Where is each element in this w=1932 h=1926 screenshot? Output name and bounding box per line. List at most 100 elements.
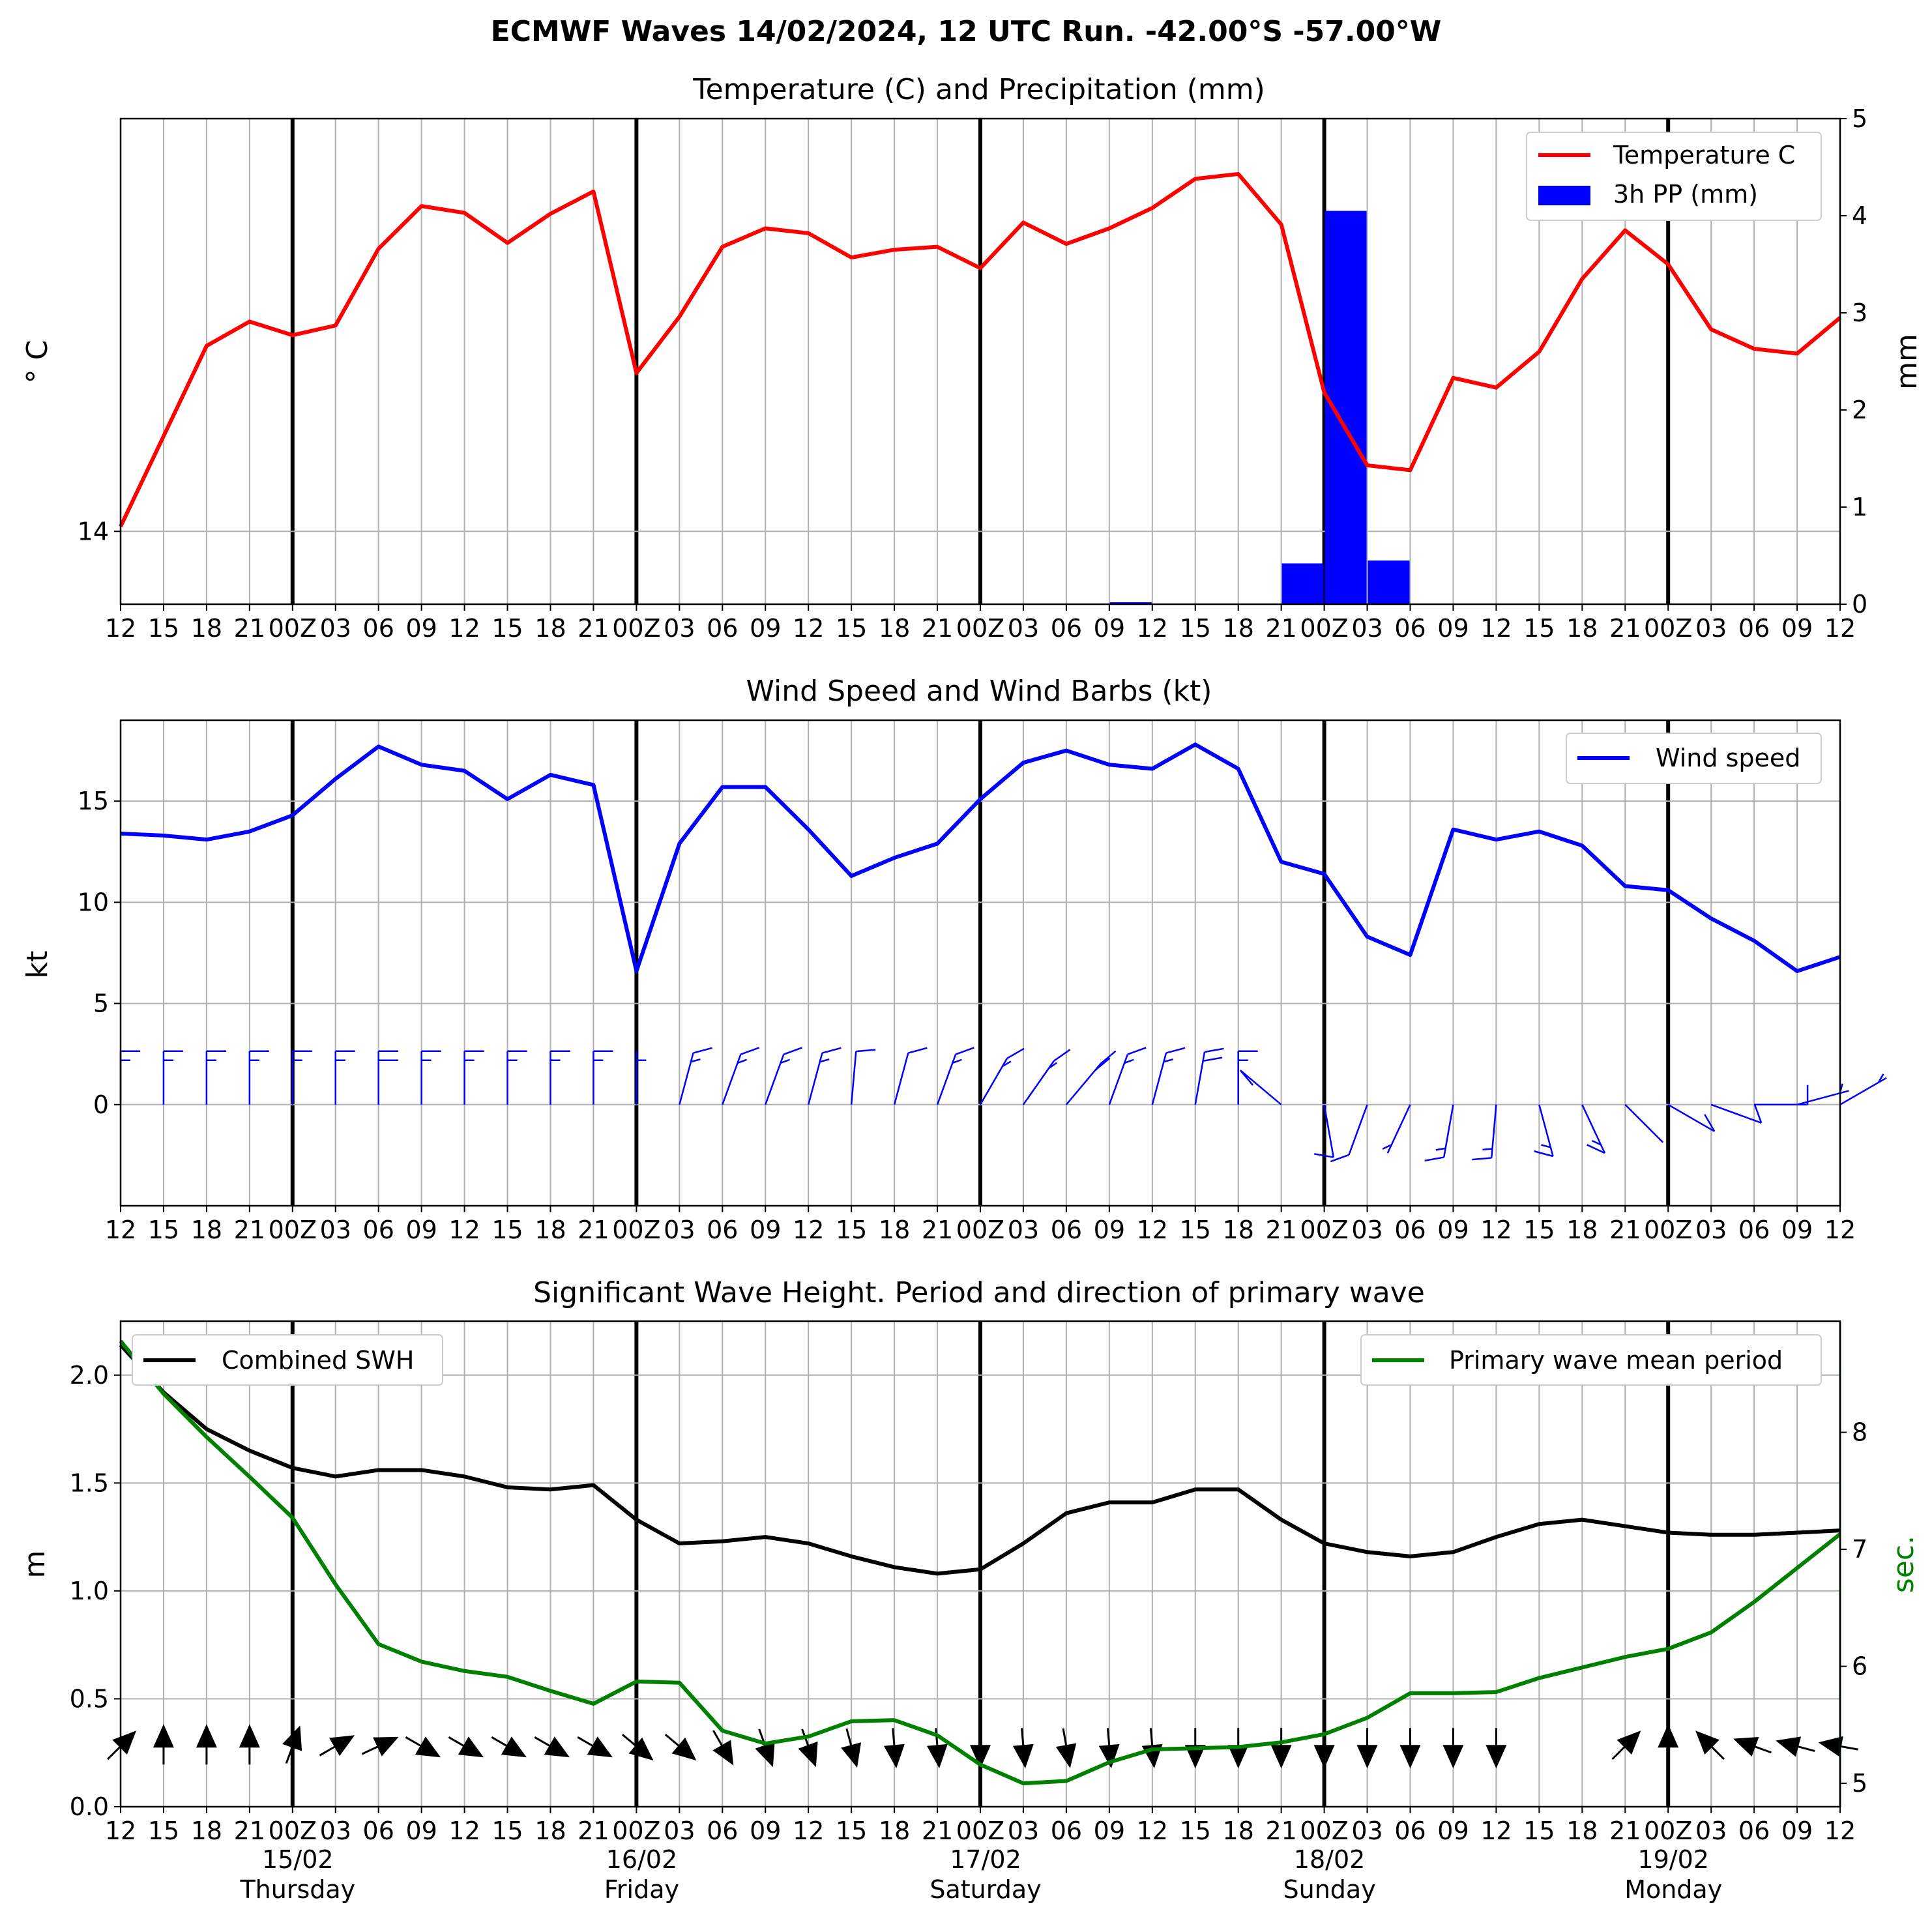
x-tick-label: 15 — [148, 614, 179, 643]
y-tick-label: 0.5 — [70, 1684, 109, 1713]
arrow-head — [587, 1736, 613, 1758]
wind-barb — [850, 1049, 876, 1105]
wave-direction-arrow — [1356, 1728, 1378, 1769]
wave-direction-arrow — [1733, 1736, 1772, 1757]
x-tick-label: 03 — [1695, 1216, 1727, 1244]
y-tick-label: 2.0 — [70, 1361, 109, 1390]
arrow-head — [1227, 1745, 1249, 1769]
arrow-head — [671, 1737, 697, 1761]
period-y-axis-label: sec. — [1887, 1536, 1920, 1593]
x-tick-label: 18 — [879, 1216, 910, 1244]
wave-direction-arrow — [1695, 1730, 1725, 1760]
wave-direction-arrow — [1098, 1728, 1120, 1769]
x-tick-label: 09 — [750, 1216, 781, 1244]
wind-barb — [679, 1047, 712, 1105]
x-tick-label: 09 — [405, 1817, 437, 1845]
x-tick-label: 03 — [1008, 1216, 1039, 1244]
wave-direction-arrow — [841, 1728, 862, 1768]
y-tick-label: 0.0 — [70, 1792, 109, 1821]
arrow-head — [1818, 1736, 1843, 1757]
x-tick-label: 06 — [1394, 1216, 1426, 1244]
date-label: 18/02 — [1294, 1845, 1366, 1874]
wave-direction-arrow — [282, 1725, 302, 1764]
wind-barb — [1667, 1103, 1716, 1132]
weekday-label: Thursday — [239, 1875, 355, 1904]
arrow-head — [926, 1744, 948, 1769]
x-tick-label: 15 — [836, 614, 867, 643]
x-tick-label: 00Z — [269, 1817, 317, 1845]
wave-direction-arrow — [621, 1734, 654, 1761]
wave-direction-arrow — [712, 1730, 734, 1766]
wave-direction-arrow — [1055, 1728, 1077, 1768]
wind-barb — [291, 1050, 312, 1105]
arrow-head — [628, 1737, 654, 1761]
wave-direction-arrow — [405, 1736, 441, 1758]
x-tick-label: 09 — [405, 614, 437, 643]
x-tick-label: 18 — [534, 1817, 566, 1845]
x-tick-label: 06 — [363, 1216, 394, 1244]
wind-panel-title: Wind Speed and Wind Barbs (kt) — [746, 675, 1212, 708]
wave-direction-arrow — [196, 1724, 217, 1765]
x-tick-label: 18 — [879, 1817, 910, 1845]
arrow-head — [798, 1741, 818, 1768]
x-tick-label: 00Z — [956, 1817, 1004, 1845]
arrow-head — [1399, 1745, 1421, 1769]
x-tick-label: 12 — [793, 1216, 824, 1244]
arrow-head — [1184, 1745, 1206, 1769]
x-tick-label: 06 — [1738, 614, 1770, 643]
x-tick-label: 06 — [1394, 614, 1426, 643]
x-tick-label: 12 — [1137, 1216, 1168, 1244]
x-tick-label: 03 — [1351, 1216, 1383, 1244]
legend-primary-wave-period: Primary wave mean period — [1449, 1346, 1783, 1375]
y-tick-label: 14 — [78, 517, 109, 546]
arrow-head — [544, 1736, 570, 1758]
x-tick-label: 09 — [1437, 1216, 1469, 1244]
x-tick-label: 15 — [1523, 614, 1555, 643]
x-tick-label: 06 — [1051, 1216, 1082, 1244]
x-tick-label: 12 — [1824, 1216, 1856, 1244]
legend-temperature: Temperature C — [1613, 141, 1795, 169]
x-tick-label: 06 — [1394, 1817, 1426, 1845]
x-tick-label: 15 — [1180, 614, 1211, 643]
precip-bar — [1109, 602, 1152, 604]
wave-direction-arrow — [491, 1736, 527, 1758]
wave-direction-arrow — [153, 1724, 174, 1765]
wave-direction-arrow — [1012, 1728, 1034, 1769]
arrow-head — [1442, 1745, 1464, 1769]
wind-barb — [334, 1050, 355, 1105]
arrow-head — [153, 1724, 174, 1748]
x-tick-label: 15 — [1523, 1817, 1555, 1845]
precip-bar — [1281, 563, 1324, 604]
x-tick-label: 00Z — [1644, 614, 1692, 643]
wave-direction-arrow — [448, 1736, 484, 1758]
x-tick-label: 21 — [578, 1216, 609, 1244]
x-tick-label: 09 — [1094, 1817, 1125, 1845]
wind-barb — [162, 1050, 183, 1105]
precipitation-y-axis-label: mm — [1890, 334, 1924, 390]
arrow-head — [1270, 1745, 1292, 1769]
x-tick-label: 00Z — [956, 614, 1004, 643]
date-label: 16/02 — [606, 1845, 678, 1874]
x-tick-label: 18 — [191, 614, 222, 643]
weekday-label: Monday — [1624, 1875, 1722, 1904]
right-y-tick-label: 3 — [1852, 299, 1867, 327]
wind-barb — [463, 1050, 484, 1105]
x-tick-label: 00Z — [269, 614, 317, 643]
x-tick-label: 00Z — [1300, 1216, 1348, 1244]
wave-direction-arrow — [239, 1724, 260, 1765]
arrow-head — [458, 1736, 484, 1758]
x-tick-label: 12 — [1137, 1817, 1168, 1845]
wave-direction-arrow — [755, 1729, 775, 1768]
right-y-tick-label: 5 — [1852, 104, 1867, 133]
arrow-head — [1695, 1730, 1720, 1755]
right-y-tick-label: 0 — [1852, 590, 1867, 619]
x-tick-label: 06 — [707, 1216, 738, 1244]
x-tick-label: 18 — [1566, 1216, 1598, 1244]
x-tick-label: 06 — [1738, 1216, 1770, 1244]
primary-period-line — [119, 1339, 1841, 1786]
wind-barb — [549, 1050, 570, 1105]
x-tick-label: 12 — [1480, 1817, 1512, 1845]
x-tick-label: 06 — [1051, 614, 1082, 643]
x-tick-label: 00Z — [1300, 614, 1348, 643]
x-tick-label: 21 — [1265, 614, 1296, 643]
